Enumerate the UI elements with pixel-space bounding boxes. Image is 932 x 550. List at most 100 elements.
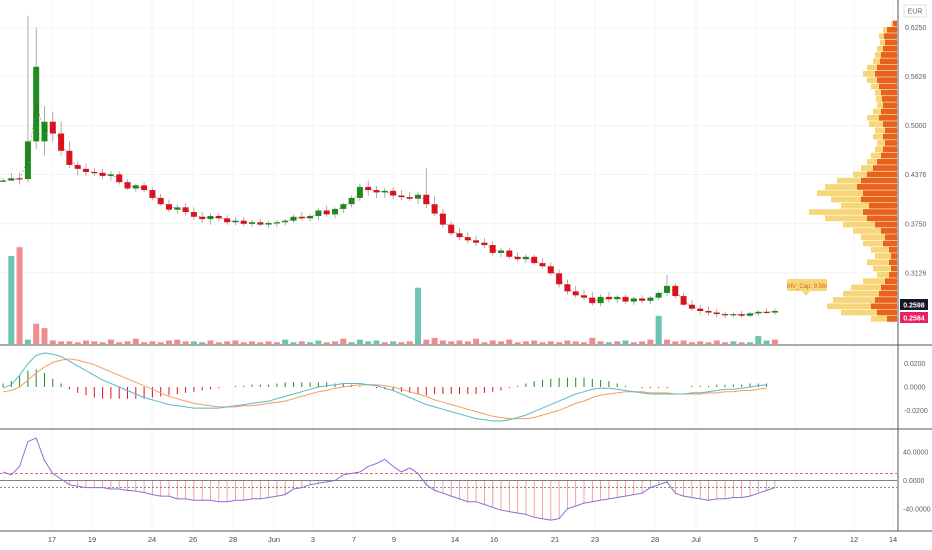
profile-bar-inner-23 xyxy=(873,165,897,171)
time-tick-12: 23 xyxy=(591,535,599,544)
time-tick-4: 28 xyxy=(229,535,237,544)
time-tick-2: 24 xyxy=(148,535,156,544)
profile-bar-inner-31 xyxy=(867,215,897,222)
profile-bar-inner-12 xyxy=(882,96,897,102)
profile-bar-outer-40 xyxy=(877,272,897,278)
annotation-callout[interactable]: MV_Cap: 9.56t xyxy=(787,279,827,296)
profile-bar-outer-42 xyxy=(851,284,897,291)
price-tick-5: 0.3126 xyxy=(905,270,927,277)
volume-bar-16 xyxy=(132,338,139,344)
volume-bar-56 xyxy=(464,341,471,344)
candlestick-series[interactable] xyxy=(0,15,778,319)
candle-body-29 xyxy=(240,220,247,224)
profile-bar-inner-25 xyxy=(861,177,897,184)
candle-body-69 xyxy=(572,291,579,296)
volume-bar-57 xyxy=(473,338,480,344)
osc-line xyxy=(2,437,776,521)
volume-bar-71 xyxy=(589,337,596,344)
last-price-text: 0.2598 xyxy=(903,303,925,310)
volume-bar-43 xyxy=(356,339,363,344)
volume-bar-29 xyxy=(240,342,247,344)
volume-bar-17 xyxy=(141,342,148,344)
currency-label-box[interactable] xyxy=(903,4,927,18)
currency-label[interactable]: EUR xyxy=(908,9,923,16)
time-tick-11: 21 xyxy=(551,535,559,544)
volume-bar-67 xyxy=(556,342,563,344)
volume-bar-22 xyxy=(182,341,189,344)
volume-bar-7 xyxy=(58,341,65,344)
profile-bar-outer-34 xyxy=(861,234,897,241)
time-axis[interactable]: 17 19 24 26 28 Jun 3 7 9 14 16 21 23 28 Jul 5 7 12 14 xyxy=(48,535,897,544)
volume-bar-14 xyxy=(116,342,123,344)
profile-bar-inner-5 xyxy=(881,52,897,58)
profile-bar-outer-37 xyxy=(875,253,897,259)
candle-body-40 xyxy=(332,208,338,215)
candle-body-84 xyxy=(697,308,704,312)
candle-body-18 xyxy=(149,190,156,198)
profile-bar-inner-43 xyxy=(879,290,897,297)
volume-bar-8 xyxy=(66,341,73,344)
candle-body-43 xyxy=(356,186,363,198)
candle-body-86 xyxy=(713,312,720,315)
volume-bar-18 xyxy=(149,341,156,344)
profile-bar-outer-27 xyxy=(817,190,897,197)
volume-bar-72 xyxy=(597,341,604,344)
profile-bar-inner-0 xyxy=(893,20,897,27)
candle-body-60 xyxy=(498,250,504,253)
volume-bar-10 xyxy=(83,340,89,344)
profile-bar-inner-29 xyxy=(869,202,897,209)
candle-body-48 xyxy=(398,195,405,198)
volume-bar-75 xyxy=(622,340,629,344)
time-tick-5: Jun xyxy=(268,535,280,544)
profile-bar-inner-37 xyxy=(891,253,897,259)
candle-body-9 xyxy=(74,164,81,169)
current-price-text: 0.2584 xyxy=(903,316,925,323)
volume-bar-46 xyxy=(381,342,388,344)
profile-bar-inner-19 xyxy=(885,140,897,146)
time-tick-16: 7 xyxy=(793,535,797,544)
volume-bar-13 xyxy=(107,339,114,344)
volume-bar-36 xyxy=(298,341,305,344)
candle-body-33 xyxy=(273,222,280,224)
candle-body-49 xyxy=(406,197,413,199)
price-tick-2: 0.5000 xyxy=(905,123,927,130)
volume-bar-74 xyxy=(614,341,621,344)
candle-body-82 xyxy=(680,296,687,305)
volume-bar-9 xyxy=(74,342,81,344)
profile-bar-inner-13 xyxy=(883,102,897,109)
profile-bar-inner-6 xyxy=(880,58,897,65)
volume-bar-92 xyxy=(763,340,770,344)
volume-bar-37 xyxy=(307,342,314,344)
profile-bar-inner-33 xyxy=(881,228,897,234)
profile-bar-inner-24 xyxy=(867,171,897,178)
price-axis[interactable]: 0.6250 0.5626 0.5000 0.4376 0.3750 0.3126 0.02… xyxy=(903,25,931,513)
volume-bar-88 xyxy=(730,341,737,344)
candle-body-62 xyxy=(514,256,521,260)
candle-body-0 xyxy=(0,180,6,182)
time-tick-14: Jul xyxy=(691,535,701,544)
volume-bar-38 xyxy=(315,340,322,344)
time-tick-0: 17 xyxy=(48,535,56,544)
price-tick-3: 0.4376 xyxy=(905,172,927,179)
profile-bar-inner-16 xyxy=(883,121,897,127)
profile-bar-inner-30 xyxy=(863,209,897,215)
volume-bar-52 xyxy=(431,337,438,344)
time-tick-17: 12 xyxy=(850,535,858,544)
profile-bar-inner-40 xyxy=(889,272,897,278)
time-tick-10: 16 xyxy=(490,535,498,544)
candle-body-57 xyxy=(473,240,480,243)
time-tick-8: 9 xyxy=(392,535,396,544)
profile-bar-inner-9 xyxy=(877,77,897,83)
volume-profile xyxy=(809,20,897,322)
profile-bar-outer-46 xyxy=(841,309,897,316)
profile-bar-inner-21 xyxy=(881,152,897,159)
macd-pane xyxy=(2,352,768,422)
candle-body-56 xyxy=(464,237,471,241)
macd-tick-1: 0.0000 xyxy=(904,385,926,392)
volume-bar-45 xyxy=(373,340,380,344)
oscillator-pane xyxy=(0,437,897,521)
volume-bar-80 xyxy=(664,339,670,344)
profile-bar-inner-38 xyxy=(889,259,897,266)
volume-bar-62 xyxy=(514,342,521,344)
